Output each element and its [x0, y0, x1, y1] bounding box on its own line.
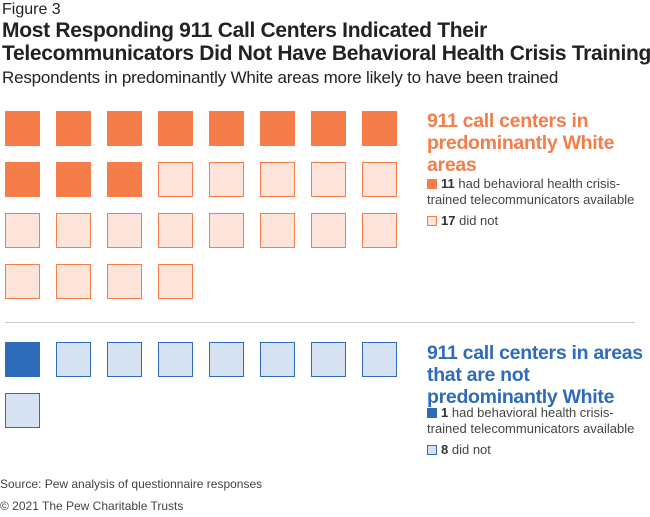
waffle-square-not-trained [5, 393, 40, 428]
waffle-square-trained [209, 111, 244, 146]
waffle-square-not-trained [5, 264, 40, 299]
legend-swatch-empty [427, 216, 437, 226]
waffle-square-not-trained [362, 342, 397, 377]
waffle-square-not-trained [209, 213, 244, 248]
waffle-square-trained [311, 111, 346, 146]
waffle-square-not-trained [158, 342, 193, 377]
legend-not-trained-not-white: 8 did not [427, 442, 650, 458]
legend-swatch-filled [427, 408, 437, 418]
legend-swatch-empty [427, 445, 437, 455]
group-title-white-areas: 911 call centers in predominantly White … [427, 110, 615, 176]
waffle-square-trained [5, 162, 40, 197]
waffle-square-trained [56, 162, 91, 197]
legend-count: 11 [441, 176, 455, 191]
waffle-square-trained [56, 111, 91, 146]
waffle-square-not-trained [362, 162, 397, 197]
waffle-square-not-trained [56, 342, 91, 377]
waffle-square-trained [5, 111, 40, 146]
legend-label: had behavioral health crisis-trained tel… [427, 405, 635, 436]
legend-label: did not [459, 213, 499, 228]
divider [5, 322, 635, 323]
legend-count: 8 [441, 442, 449, 457]
waffle-square-not-trained [311, 342, 346, 377]
waffle-square-not-trained [362, 213, 397, 248]
waffle-square-trained [260, 111, 295, 146]
waffle-square-not-trained [260, 342, 295, 377]
waffle-square-not-trained [209, 162, 244, 197]
chart-title: Most Responding 911 Call Centers Indicat… [2, 19, 650, 65]
legend-trained-not-white: 1 had behavioral health crisis-trained t… [427, 405, 650, 437]
legend-count: 17 [441, 213, 456, 228]
waffle-square-trained [362, 111, 397, 146]
waffle-square-not-trained [158, 162, 193, 197]
legend-count: 1 [441, 405, 449, 420]
waffle-square-trained [107, 162, 142, 197]
waffle-square-trained [107, 111, 142, 146]
waffle-square-not-trained [311, 213, 346, 248]
waffle-square-not-trained [5, 213, 40, 248]
legend-label: had behavioral health crisis-trained tel… [427, 176, 635, 207]
legend-trained-white: 11 had behavioral health crisis-trained … [427, 176, 650, 208]
waffle-square-not-trained [260, 213, 295, 248]
legend-swatch-filled [427, 179, 437, 189]
waffle-square-not-trained [107, 213, 142, 248]
waffle-square-not-trained [260, 162, 295, 197]
figure-label: Figure 3 [2, 1, 61, 18]
waffle-square-not-trained [56, 213, 91, 248]
waffle-square-not-trained [107, 264, 142, 299]
waffle-square-not-trained [158, 213, 193, 248]
group-title-not-white-areas: 911 call centers in areas that are not p… [427, 342, 643, 408]
waffle-square-not-trained [56, 264, 91, 299]
chart-subtitle: Respondents in predominantly White areas… [2, 68, 559, 87]
waffle-square-trained [158, 111, 193, 146]
waffle-square-not-trained [311, 162, 346, 197]
legend-not-trained-white: 17 did not [427, 213, 650, 229]
waffle-square-not-trained [209, 342, 244, 377]
source-note: Source: Pew analysis of questionnaire re… [0, 477, 263, 491]
legend-label: did not [451, 442, 491, 457]
waffle-square-not-trained [158, 264, 193, 299]
waffle-square-trained [5, 342, 40, 377]
waffle-square-not-trained [107, 342, 142, 377]
copyright: © 2021 The Pew Charitable Trusts [0, 499, 184, 513]
